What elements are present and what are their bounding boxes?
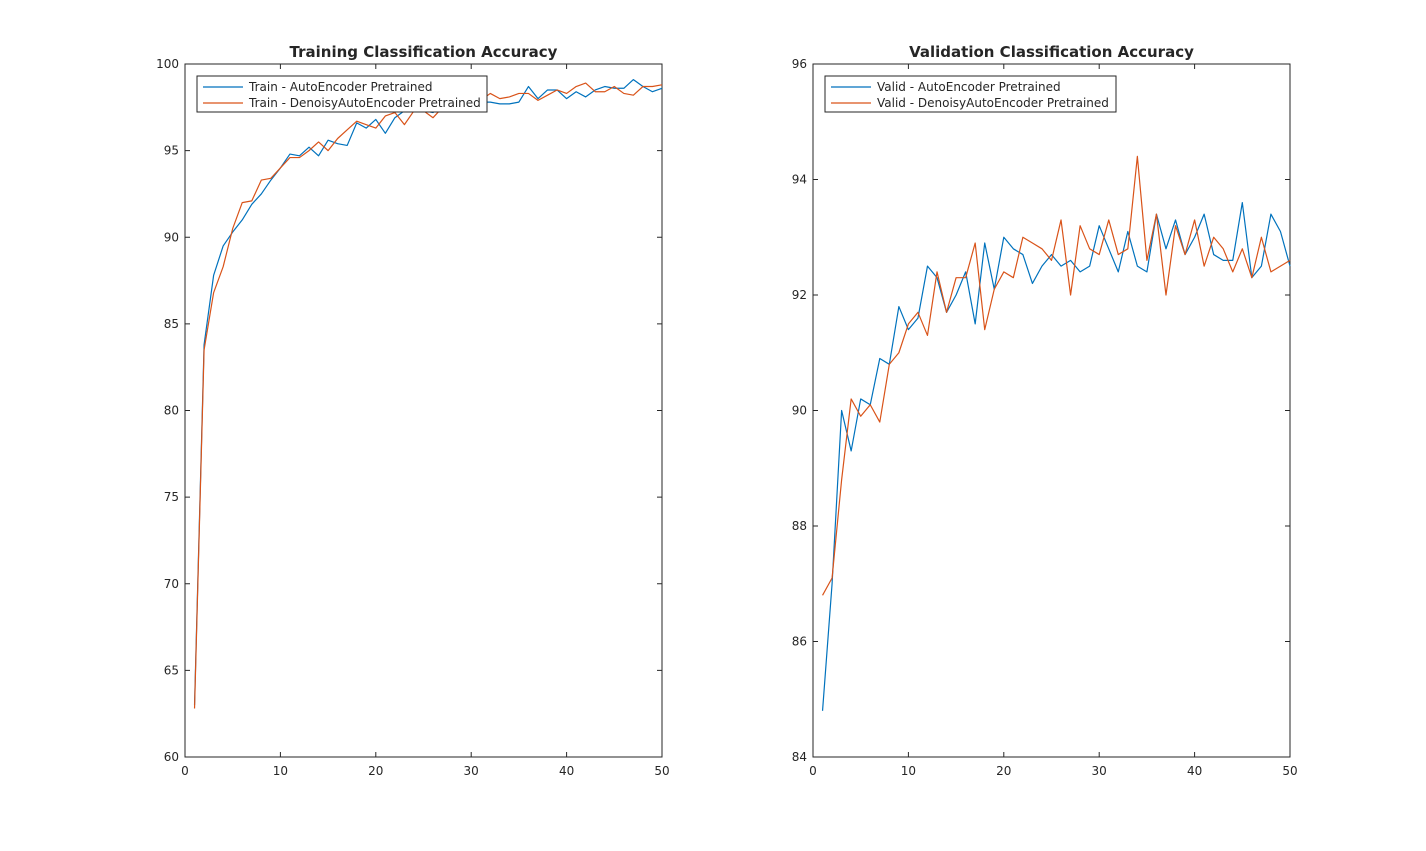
- legend-box: [824, 75, 1117, 113]
- series-line-1: [193, 82, 663, 709]
- x-tick-label: 0: [181, 764, 189, 778]
- y-tick-label: 70: [164, 577, 179, 591]
- chart-title: Training Classification Accuracy: [290, 43, 558, 61]
- y-tick-label: 90: [792, 404, 807, 418]
- chart-title: Validation Classification Accuracy: [909, 43, 1194, 61]
- x-tick-label: 10: [901, 764, 916, 778]
- y-tick-label: 85: [164, 317, 179, 331]
- y-tick-label: 92: [792, 288, 807, 302]
- x-tick-label: 40: [1187, 764, 1202, 778]
- x-tick-label: 40: [559, 764, 574, 778]
- legend-label: Valid - DenoisyAutoEncoder Pretrained: [877, 96, 1109, 110]
- x-tick-label: 20: [368, 764, 383, 778]
- legend-label: Train - AutoEncoder Pretrained: [248, 80, 433, 94]
- series-line-1: [822, 155, 1291, 596]
- series-line-0: [821, 202, 1291, 711]
- y-tick-label: 65: [164, 663, 179, 677]
- y-tick-label: 88: [792, 519, 807, 533]
- legend-box: [196, 75, 488, 113]
- x-tick-label: 20: [996, 764, 1011, 778]
- y-tick-label: 94: [792, 173, 807, 187]
- y-tick-label: 100: [156, 57, 179, 71]
- x-tick-label: 30: [464, 764, 479, 778]
- x-tick-label: 30: [1092, 764, 1107, 778]
- y-tick-label: 60: [164, 750, 179, 764]
- y-tick-label: 84: [792, 750, 807, 764]
- y-tick-label: 95: [164, 144, 179, 158]
- plot-area: [812, 63, 1291, 758]
- legend: Valid - AutoEncoder Pretrained Valid - De…: [824, 75, 1117, 113]
- y-tick-label: 90: [164, 230, 179, 244]
- legend: Train - AutoEncoder Pretrained Train - De…: [196, 75, 488, 113]
- legend-label: Train - DenoisyAutoEncoder Pretrained: [248, 96, 481, 110]
- y-tick-label: 96: [792, 57, 807, 71]
- y-tick-label: 80: [164, 404, 179, 418]
- legend-label: Valid - AutoEncoder Pretrained: [877, 80, 1061, 94]
- x-tick-label: 50: [654, 764, 669, 778]
- x-tick-label: 50: [1282, 764, 1297, 778]
- validation-accuracy-chart: 0 10 20 30 40 50 84 86 88 90 92 94 96 Validation Clas…: [792, 43, 1298, 778]
- x-tick-label: 0: [809, 764, 817, 778]
- y-tick-label: 86: [792, 635, 807, 649]
- training-accuracy-chart: 0 10 20 30 40 50 60 65 70 75 80 85 90 95 100 Training C…: [156, 43, 670, 778]
- y-tick-label: 75: [164, 490, 179, 504]
- x-tick-label: 10: [273, 764, 288, 778]
- plot-area: [184, 63, 663, 758]
